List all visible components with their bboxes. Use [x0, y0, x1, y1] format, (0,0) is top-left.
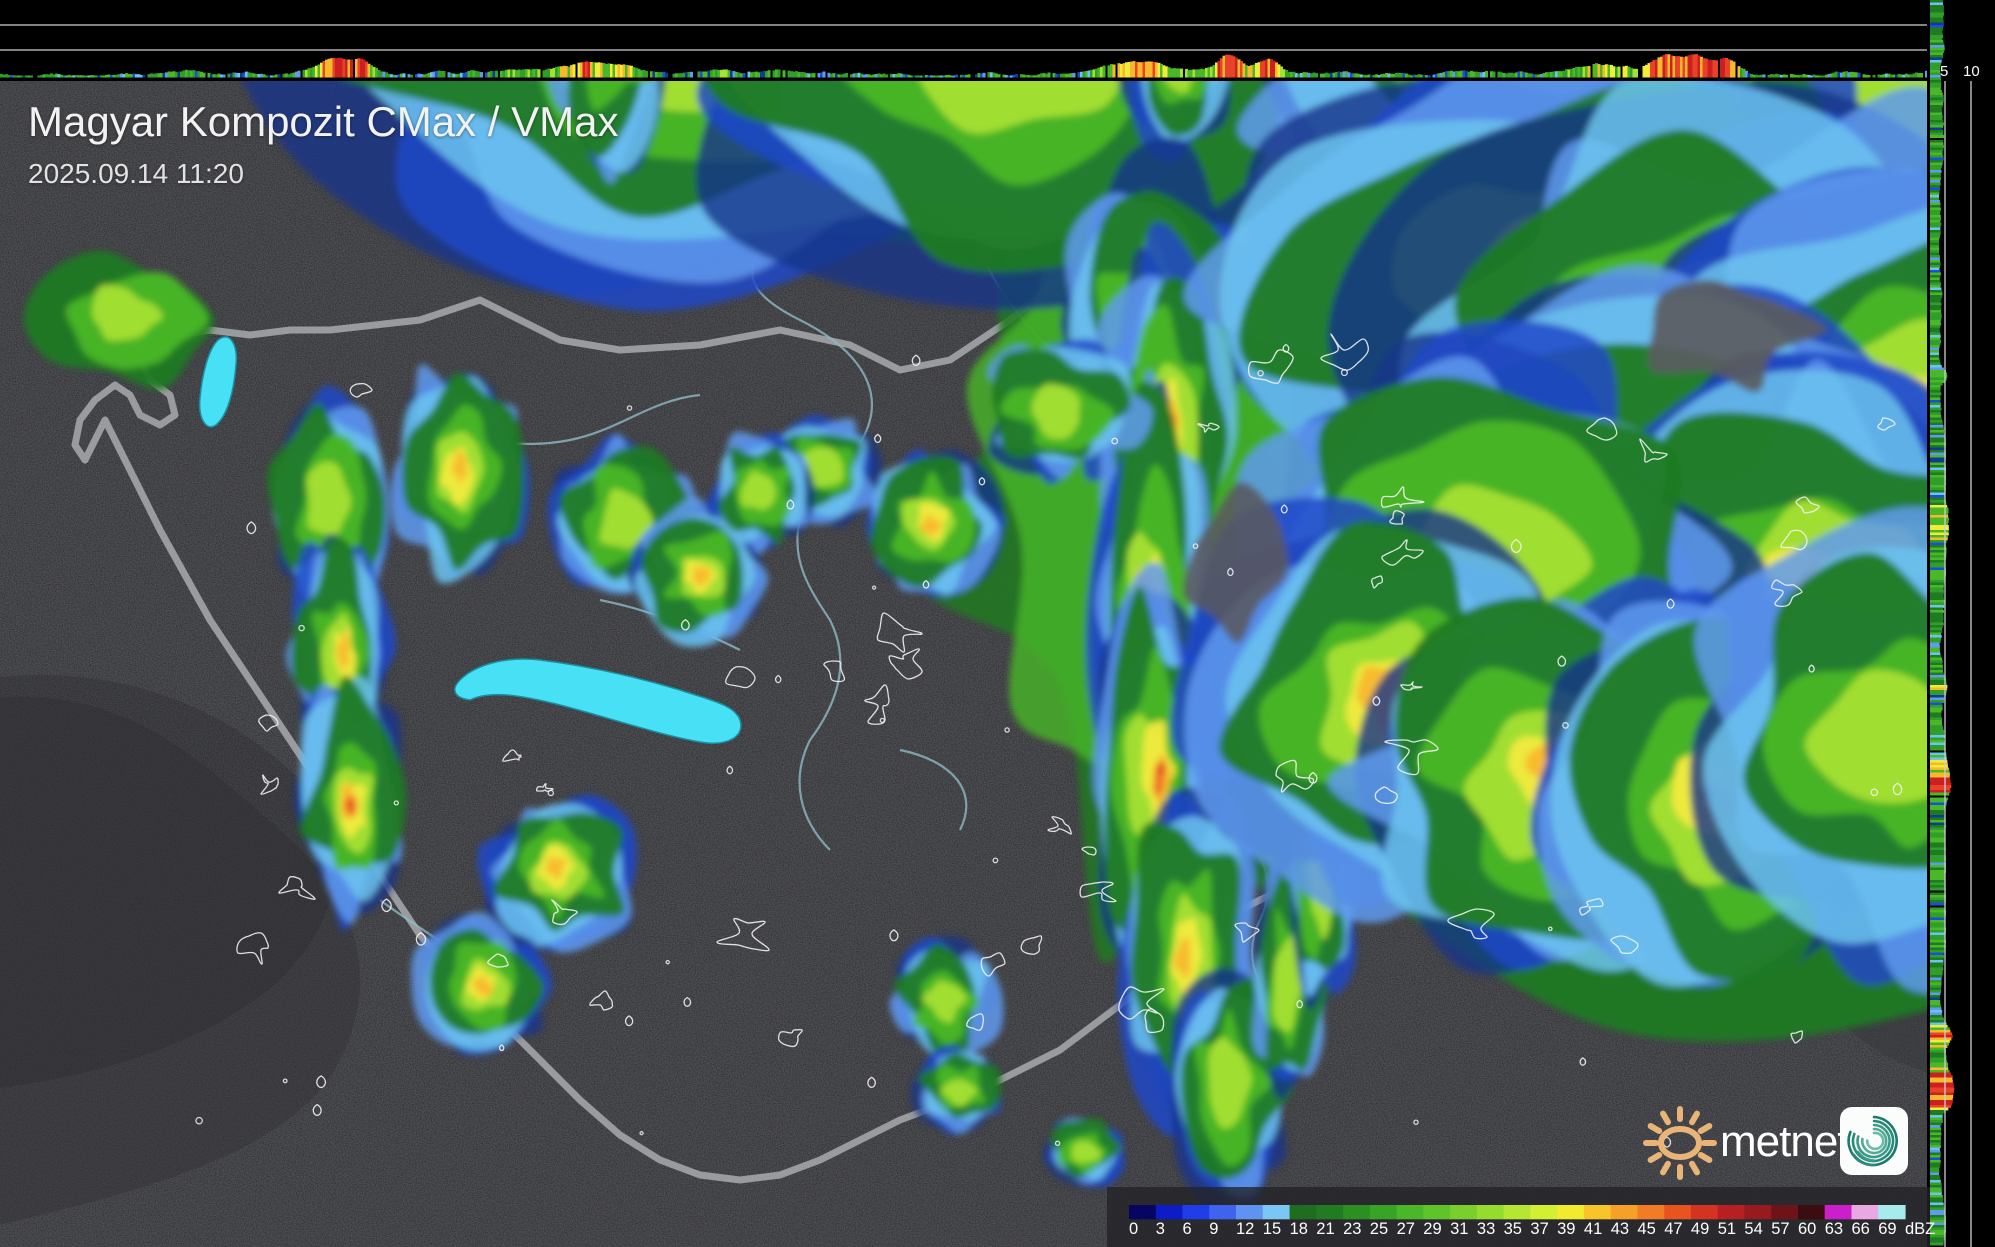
svg-text:63: 63: [1825, 1220, 1843, 1235]
svg-text:51: 51: [1718, 1220, 1736, 1235]
svg-text:metnet: metnet: [1720, 1117, 1849, 1166]
svg-text:10: 10: [1963, 63, 1980, 80]
svg-text:33: 33: [1477, 1220, 1495, 1235]
svg-text:18: 18: [1290, 1220, 1308, 1235]
svg-text:6: 6: [1183, 1220, 1192, 1235]
svg-text:31: 31: [1450, 1220, 1468, 1235]
svg-text:39: 39: [1557, 1220, 1575, 1235]
svg-text:0: 0: [1129, 1220, 1138, 1235]
svg-text:57: 57: [1771, 1220, 1789, 1235]
svg-text:69: 69: [1878, 1220, 1896, 1235]
svg-text:54: 54: [1744, 1220, 1762, 1235]
svg-text:3: 3: [1156, 1220, 1165, 1235]
svg-text:47: 47: [1664, 1220, 1682, 1235]
svg-text:5: 5: [1940, 63, 1948, 80]
svg-text:25: 25: [1370, 1220, 1388, 1235]
svg-text:dBZ: dBZ: [1905, 1220, 1935, 1235]
svg-text:21: 21: [1316, 1220, 1334, 1235]
svg-text:15: 15: [1263, 1220, 1281, 1235]
svg-text:41: 41: [1584, 1220, 1602, 1235]
svg-text:9: 9: [1209, 1220, 1218, 1235]
svg-text:43: 43: [1611, 1220, 1629, 1235]
svg-text:45: 45: [1637, 1220, 1655, 1235]
svg-text:23: 23: [1343, 1220, 1361, 1235]
svg-text:66: 66: [1852, 1220, 1870, 1235]
svg-text:60: 60: [1798, 1220, 1816, 1235]
svg-text:29: 29: [1423, 1220, 1441, 1235]
svg-text:12: 12: [1236, 1220, 1254, 1235]
svg-text:35: 35: [1504, 1220, 1522, 1235]
svg-text:27: 27: [1397, 1220, 1415, 1235]
svg-text:49: 49: [1691, 1220, 1709, 1235]
svg-text:37: 37: [1530, 1220, 1548, 1235]
